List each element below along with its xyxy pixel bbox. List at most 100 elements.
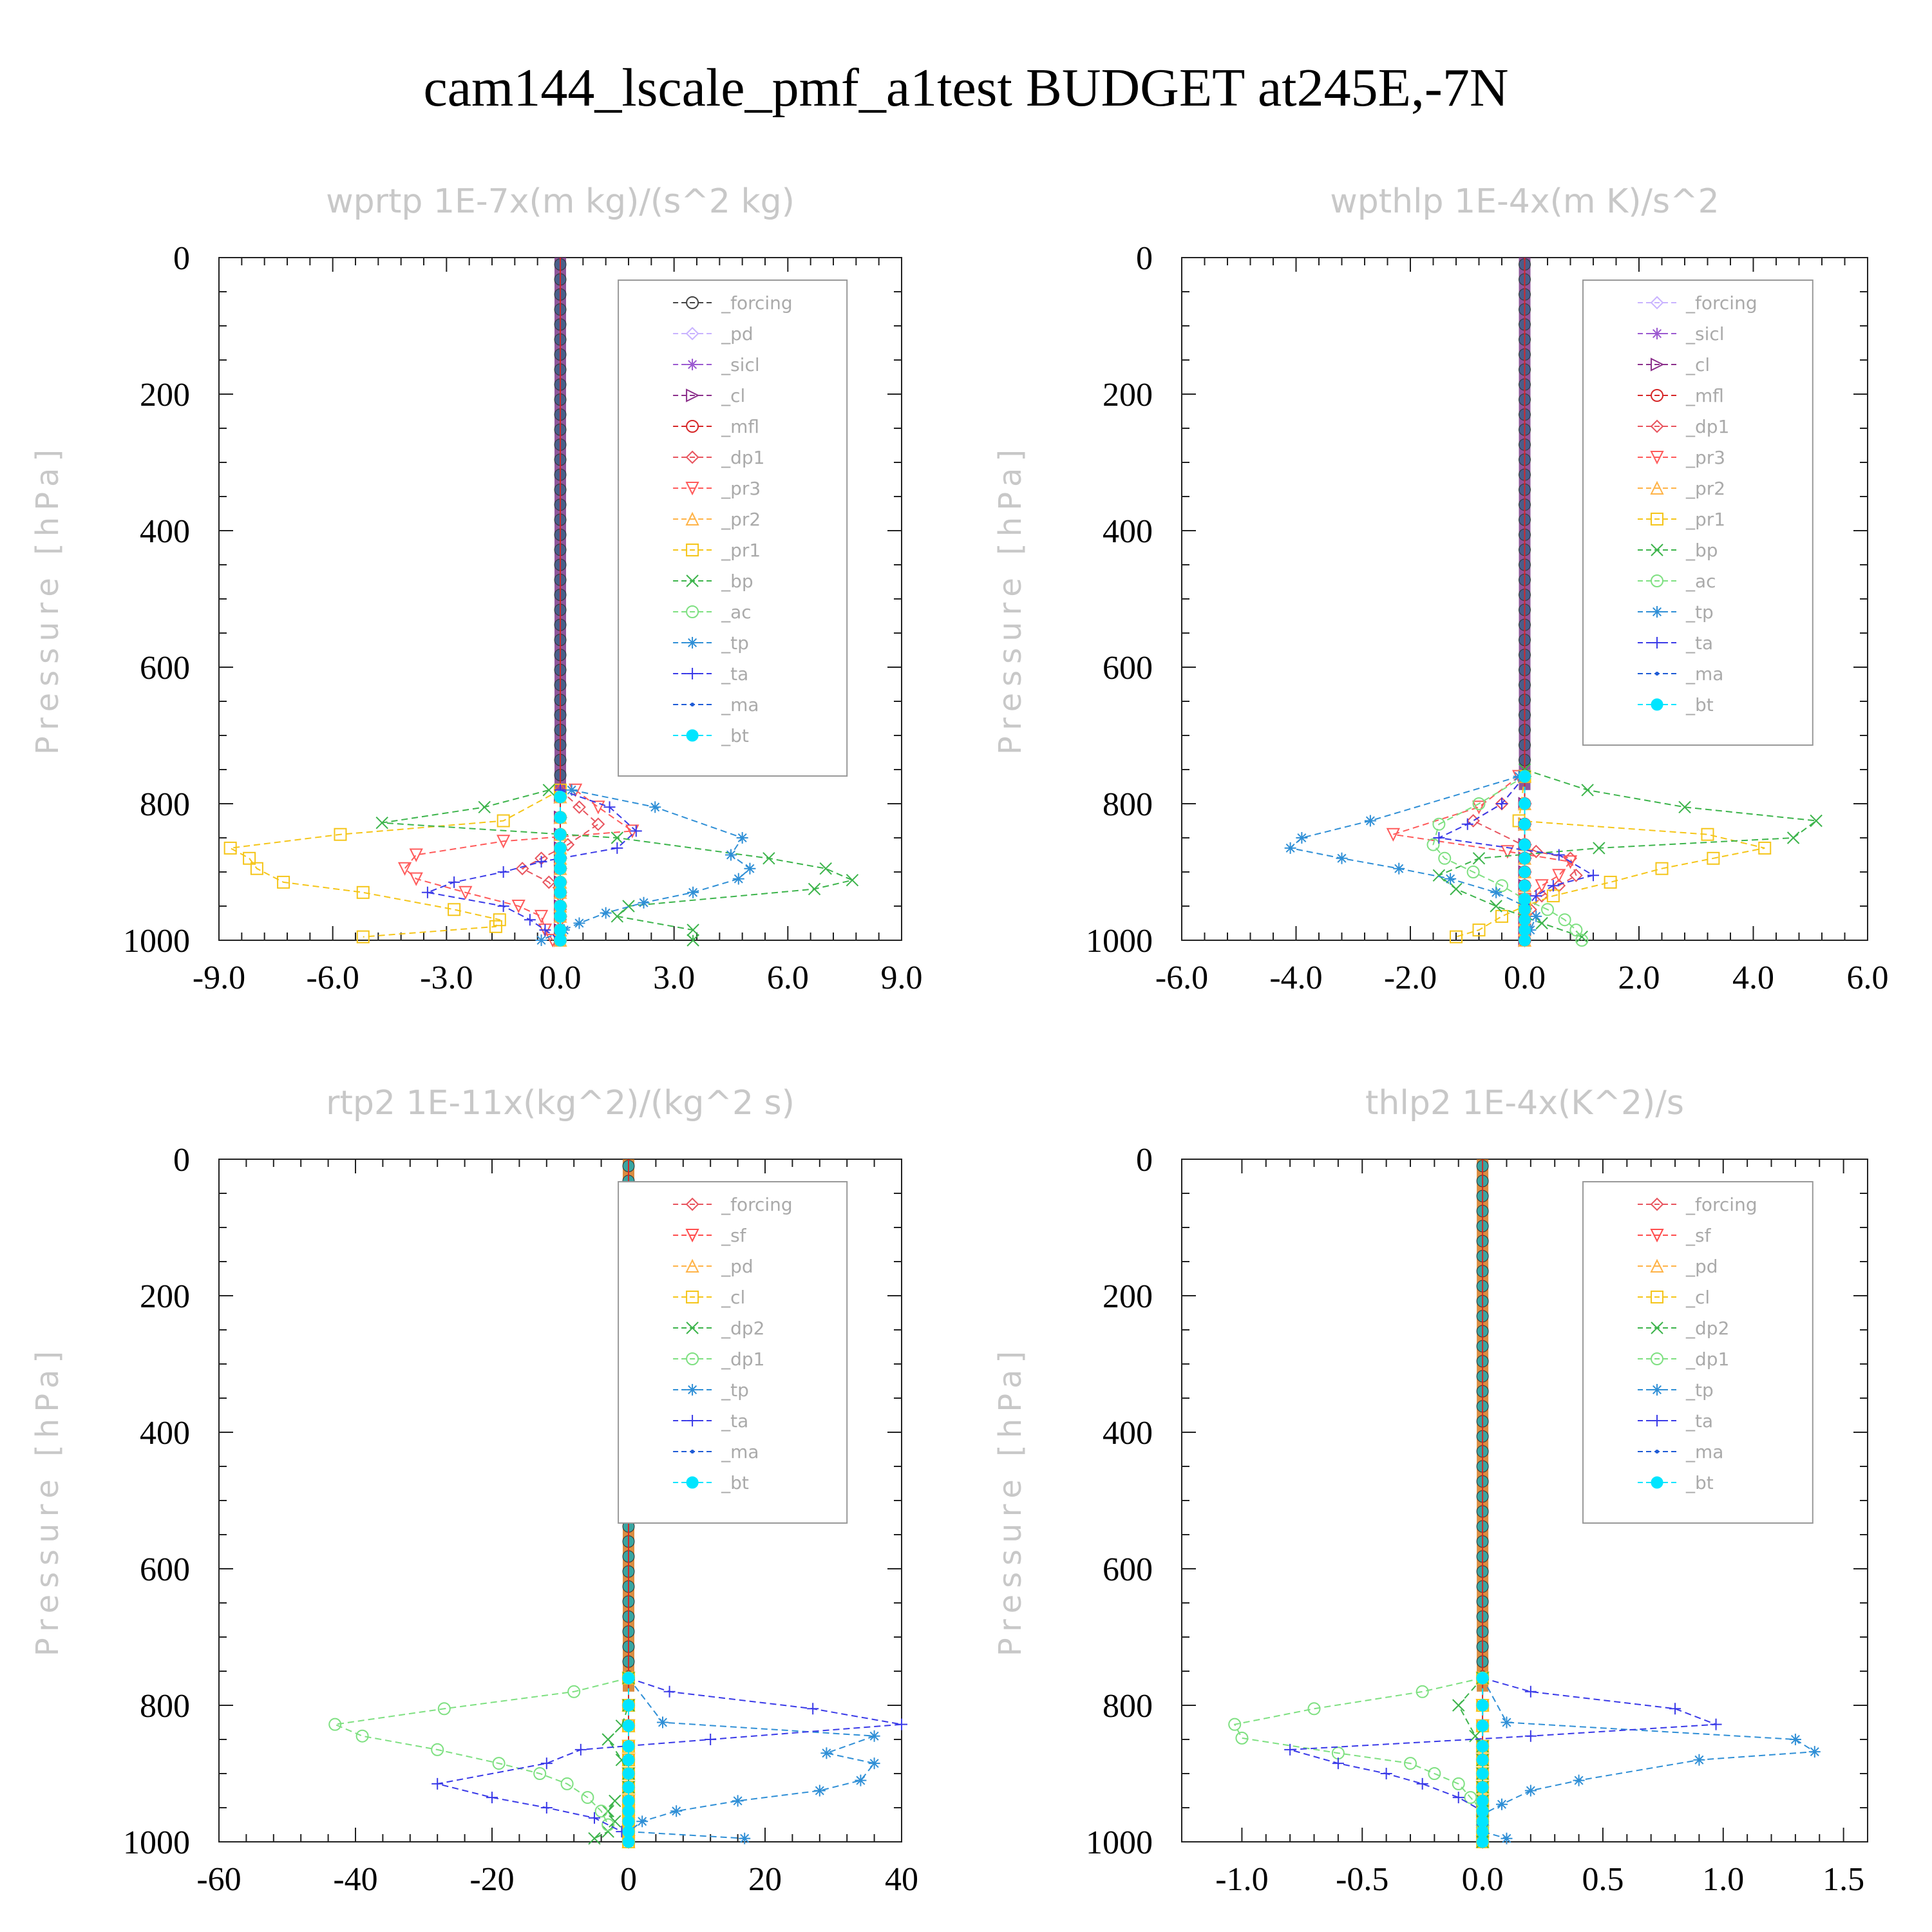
y-tick-label: 600: [140, 650, 190, 687]
legend-marker: [687, 1415, 699, 1426]
legend-entry: _ma: [1638, 663, 1723, 685]
data-point: [868, 1757, 880, 1770]
y-tick-label: 1000: [123, 1824, 190, 1861]
data-point: [1547, 880, 1559, 892]
legend-entry: _pd: [1638, 1256, 1718, 1277]
legend-entry: _tp: [673, 632, 749, 654]
series-ta: [421, 784, 642, 946]
legend-entry: _dp1: [673, 1349, 764, 1370]
legend-entry: _bt: [1638, 694, 1714, 715]
legend-marker: [1650, 296, 1664, 310]
legend-marker: [686, 1352, 699, 1365]
legend-label: _pd: [1685, 1256, 1718, 1277]
data-point: [868, 1730, 880, 1742]
data-point: [1519, 893, 1531, 905]
legend-marker: [686, 574, 699, 587]
x-tick-label: 0.0: [540, 960, 582, 996]
legend-entry: _dp1: [1638, 1349, 1729, 1370]
series-dp1: [328, 1671, 635, 1832]
data-point: [622, 1719, 635, 1732]
data-point: [638, 896, 650, 909]
data-point: [622, 1804, 635, 1817]
data-point: [1496, 1798, 1508, 1810]
legend-label: _pr3: [1685, 447, 1725, 468]
legend-marker: [687, 668, 699, 679]
data-point: [524, 914, 536, 926]
data-point: [554, 934, 567, 947]
data-point: [448, 903, 461, 916]
y-axis-label: Pressure [hPa]: [30, 443, 66, 755]
legend-entry: _sf: [673, 1225, 747, 1246]
legend-entry: _sicl: [1638, 323, 1725, 345]
x-tick-label: 0: [620, 1861, 637, 1898]
x-tick-label: -60: [196, 1861, 241, 1898]
data-point: [819, 862, 832, 875]
legend-label: _cl: [1685, 354, 1710, 375]
legend-marker: [1651, 1321, 1663, 1334]
chart-panel-2: wpthlp 1E-4x(m K)/s^2 Pressure [hPa] 0 200 4…: [992, 182, 1889, 996]
legend-entry: _forcing: [673, 1194, 793, 1215]
legend-label: _ta: [1685, 632, 1713, 654]
legend-entry: _dp1: [1638, 416, 1729, 437]
legend-marker: [686, 729, 699, 742]
data-point: [581, 1791, 594, 1804]
legend-entry: _pr1: [673, 540, 761, 561]
data-point: [243, 851, 256, 865]
legend-marker: [687, 637, 699, 649]
data-point: [1519, 903, 1531, 916]
data-point: [1519, 923, 1531, 936]
data-point: [421, 886, 433, 898]
data-point: [1541, 903, 1554, 916]
data-point: [1476, 1804, 1489, 1817]
data-point: [1707, 851, 1720, 865]
y-tick-label: 0: [173, 1142, 190, 1179]
data-point: [601, 1818, 615, 1832]
data-point: [601, 1825, 614, 1838]
legend-entry: _forcing: [1638, 1194, 1757, 1215]
data-point: [622, 1754, 635, 1766]
series-ta: [1433, 770, 1599, 946]
data-point: [1524, 1730, 1537, 1742]
legend-label: _bp: [721, 571, 753, 592]
legend-marker: [685, 482, 699, 496]
legend-label: _dp2: [1685, 1318, 1729, 1339]
data-point: [437, 1702, 451, 1716]
legend-marker: [1651, 1384, 1663, 1396]
legend-marker: [686, 1321, 699, 1334]
data-point: [554, 900, 567, 913]
data-point: [1476, 1719, 1489, 1732]
x-tick-label: -0.5: [1336, 1861, 1388, 1898]
legend-label: _pr1: [721, 540, 761, 561]
data-point: [739, 1832, 751, 1844]
data-point: [1553, 849, 1565, 861]
legend-entry: _pr3: [1638, 447, 1725, 468]
series-dp1: [1228, 1671, 1490, 1832]
data-point: [1472, 923, 1486, 937]
legend-entry: _pr2: [1638, 478, 1725, 499]
data-point: [1529, 844, 1543, 858]
legend-label: _sicl: [1685, 323, 1725, 345]
data-point: [622, 900, 635, 913]
data-point: [1469, 1729, 1482, 1743]
data-point: [250, 862, 263, 875]
data-point: [1476, 1794, 1489, 1807]
data-point: [591, 817, 605, 831]
data-point: [744, 862, 756, 875]
data-point: [1678, 800, 1691, 814]
series-bt: [1476, 1672, 1489, 1848]
x-tick-label: 9.0: [881, 960, 923, 996]
y-tick-label: 400: [1103, 1415, 1153, 1452]
legend-entry: _bt: [673, 725, 749, 746]
x-tick-label: -3.0: [420, 960, 473, 996]
data-point: [486, 1792, 498, 1804]
data-point: [1530, 890, 1542, 902]
data-point: [540, 1757, 553, 1770]
legend-marker: [686, 544, 699, 556]
legend-label: _dp1: [721, 1349, 764, 1370]
series-line: [1393, 775, 1572, 940]
data-point: [1490, 886, 1502, 898]
data-point: [622, 1815, 635, 1828]
data-point: [591, 800, 605, 815]
x-tick-label: -2.0: [1384, 960, 1437, 996]
data-point: [1284, 842, 1296, 854]
